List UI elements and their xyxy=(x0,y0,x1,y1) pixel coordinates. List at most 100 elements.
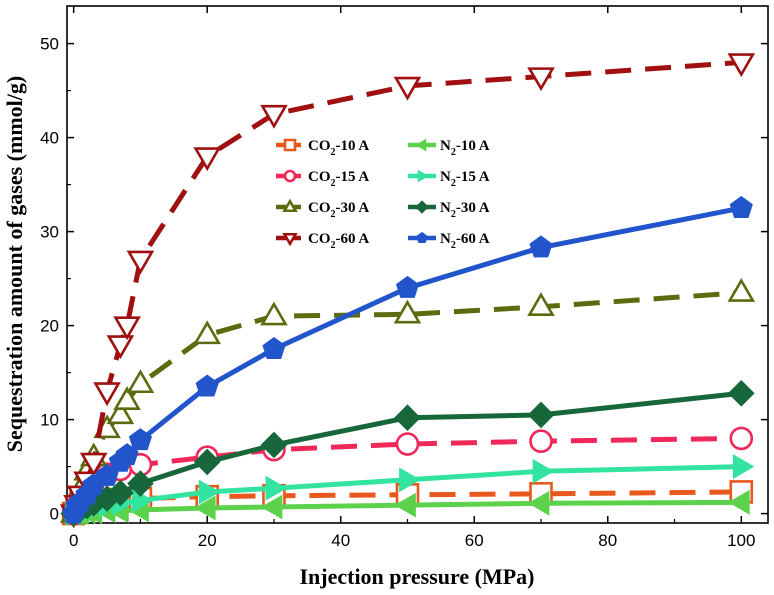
data-point xyxy=(113,386,141,410)
legend-marker xyxy=(283,138,297,152)
data-point xyxy=(260,104,288,129)
legend-label-suffix: -60 A xyxy=(336,231,370,247)
x-tick-label: 80 xyxy=(598,531,617,550)
legend-marker xyxy=(416,231,428,243)
legend-label-subscript: 2 xyxy=(451,178,456,189)
legend-label-subscript: 2 xyxy=(331,240,336,251)
legend-label-subscript: 2 xyxy=(451,240,456,251)
y-tick-label: 10 xyxy=(40,411,59,430)
legend-marker xyxy=(282,232,298,247)
legend-marker xyxy=(415,200,429,214)
data-point xyxy=(527,490,550,516)
data-point xyxy=(260,494,283,520)
data-point xyxy=(106,335,135,360)
legend-label-base: N xyxy=(440,169,451,185)
data-point xyxy=(527,292,555,316)
legend-marker xyxy=(282,198,298,213)
legend-label-base: CO xyxy=(308,231,331,247)
legend-label-subscript: 2 xyxy=(331,147,336,158)
data-point xyxy=(395,275,420,298)
legend-item: CO2-30 A xyxy=(276,198,369,220)
data-point xyxy=(115,443,139,466)
legend-label-suffix: -30 A xyxy=(456,200,490,216)
legend-label-suffix: -30 A xyxy=(336,200,370,216)
data-point xyxy=(260,431,288,459)
data-point xyxy=(195,374,219,397)
legend-marker xyxy=(417,169,429,183)
data-point xyxy=(193,147,222,172)
y-axis-title: Sequestration amount of gases (mmol/g) xyxy=(2,76,27,452)
series-layer xyxy=(59,53,756,529)
legend-marker xyxy=(415,138,427,152)
x-tick-label: 100 xyxy=(727,531,755,550)
legend-label-subscript: 2 xyxy=(331,178,336,189)
data-point xyxy=(727,53,756,78)
legend-label-subscript: 2 xyxy=(451,209,456,220)
data-point xyxy=(728,489,750,515)
legend-label-base: N xyxy=(440,231,451,247)
data-point xyxy=(729,195,753,218)
legend-label-base: N xyxy=(440,138,451,154)
data-point xyxy=(732,454,755,480)
data-point xyxy=(107,479,134,507)
x-tick-label: 40 xyxy=(331,531,350,550)
legend-item: N2-60 A xyxy=(408,231,490,251)
legend-item: CO2-15 A xyxy=(276,169,369,189)
data-point xyxy=(93,382,121,407)
legend-label-suffix: -10 A xyxy=(456,138,490,154)
data-point xyxy=(527,67,555,92)
legend-marker xyxy=(283,169,297,183)
x-tick-label: 0 xyxy=(69,531,78,550)
data-point xyxy=(394,492,416,518)
data-point xyxy=(126,369,155,394)
data-point xyxy=(395,432,420,456)
data-point xyxy=(532,458,555,484)
data-point xyxy=(260,301,288,326)
data-point xyxy=(727,379,755,407)
data-point xyxy=(127,470,154,497)
data-point xyxy=(394,404,421,432)
data-point xyxy=(262,336,286,359)
data-point xyxy=(79,452,108,477)
y-tick-label: 20 xyxy=(40,317,59,336)
data-point xyxy=(727,278,756,302)
data-point xyxy=(194,495,216,521)
data-point xyxy=(193,448,221,476)
legend-label: N2-15 A xyxy=(440,169,490,189)
legend-label: CO2-30 A xyxy=(308,200,369,220)
axis-ticks: 0 20 40 60 80 100 0 10 20 30 40 50 xyxy=(40,6,768,550)
y-tick-label: 50 xyxy=(40,35,59,54)
data-point xyxy=(113,316,141,341)
legend-label-suffix: -15 A xyxy=(336,169,370,185)
legend-label: CO2-15 A xyxy=(308,169,369,189)
series-n2-60a xyxy=(62,195,753,524)
series-line xyxy=(71,290,742,515)
y-tick-label: 40 xyxy=(40,129,59,148)
y-tick-label: 0 xyxy=(50,505,59,524)
data-point xyxy=(529,235,553,258)
legend-label: N2-60 A xyxy=(440,231,490,251)
legend-label-suffix: -60 A xyxy=(456,231,490,247)
data-point xyxy=(106,400,135,425)
data-point xyxy=(193,320,222,345)
x-axis-title: Injection pressure (MPa) xyxy=(299,564,534,589)
legend-label-subscript: 2 xyxy=(451,147,456,158)
legend-item: N2-10 A xyxy=(408,138,490,158)
data-point xyxy=(393,299,422,324)
legend-label: N2-10 A xyxy=(440,138,490,158)
legend-item: CO2-10 A xyxy=(276,138,369,158)
data-point xyxy=(198,479,221,505)
legend-label: CO2-60 A xyxy=(308,231,369,251)
data-point xyxy=(128,428,153,451)
data-point xyxy=(126,250,155,275)
x-tick-label: 20 xyxy=(198,531,217,550)
legend-label-base: N xyxy=(440,200,451,216)
data-point xyxy=(527,401,555,429)
legend-label-base: CO xyxy=(308,169,331,185)
data-point xyxy=(393,76,422,101)
legend-label-suffix: -15 A xyxy=(456,169,490,185)
legend-label: CO2-10 A xyxy=(308,138,369,158)
plot-frame xyxy=(66,5,769,524)
